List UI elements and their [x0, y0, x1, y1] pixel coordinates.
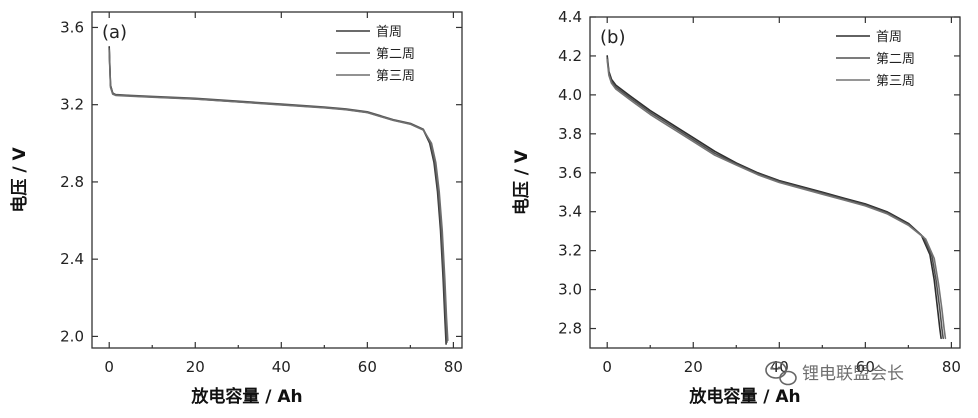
x-tick-label: 60 — [856, 358, 875, 376]
y-tick-label: 2.0 — [60, 327, 84, 345]
x-tick-label: 40 — [272, 358, 291, 376]
y-tick-label: 3.4 — [558, 203, 582, 221]
y-tick-label: 4.0 — [558, 86, 582, 104]
chart-panel-b: 0204060802.83.03.23.43.63.84.04.24.4放电容量… — [511, 8, 961, 407]
legend-label: 首周 — [876, 30, 902, 45]
y-tick-label: 3.0 — [558, 281, 582, 299]
y-tick-label: 2.8 — [60, 173, 84, 191]
y-tick-label: 2.4 — [60, 250, 84, 268]
x-tick-label: 0 — [602, 358, 612, 376]
legend-label: 第二周 — [876, 52, 915, 67]
x-tick-label: 20 — [186, 358, 205, 376]
x-tick-label: 60 — [358, 358, 377, 376]
x-axis-title: 放电容量 / Ah — [688, 386, 800, 407]
y-axis-title: 电压 / V — [511, 149, 532, 215]
y-tick-label: 4.2 — [558, 47, 582, 65]
watermark-text: 锂电联盟会长 — [802, 364, 904, 384]
series-line-3 — [108, 49, 449, 342]
y-tick-label: 3.8 — [558, 125, 582, 143]
y-tick-label: 3.6 — [558, 164, 582, 182]
legend-label: 第二周 — [376, 47, 415, 62]
plot-frame — [589, 16, 961, 349]
legend-label: 第三周 — [876, 74, 915, 89]
x-tick-label: 80 — [444, 358, 463, 376]
panel-label: (a) — [102, 22, 127, 43]
y-axis-title: 电压 / V — [9, 147, 30, 213]
y-tick-label: 3.2 — [558, 242, 582, 260]
series-line-1 — [606, 55, 942, 340]
watermark: 锂电联盟会长 — [765, 361, 904, 386]
wechat-icon — [765, 361, 797, 386]
y-tick-label: 3.6 — [60, 18, 84, 36]
chart-panel-a: 0 20 40 60 80 2.0 2.4 2.8 3.2 3.6 放电容量 / Ah 电压 / V (… — [9, 11, 463, 407]
panel-label: (b) — [600, 27, 625, 48]
series-line-1 — [108, 46, 447, 345]
y-tick-label: 4.4 — [558, 8, 582, 26]
series-line-3 — [606, 59, 947, 340]
series-line-2 — [606, 57, 944, 340]
series-line-2 — [108, 47, 448, 343]
x-tick-label: 0 — [104, 358, 114, 376]
x-axis-title: 放电容量 / Ah — [190, 386, 302, 407]
y-tick-label: 3.2 — [60, 96, 84, 114]
plot-frame — [91, 11, 463, 349]
x-tick-label: 80 — [942, 358, 961, 376]
legend-label: 第三周 — [376, 69, 415, 84]
y-tick-label: 2.8 — [558, 320, 582, 338]
legend-label: 首周 — [376, 25, 402, 40]
x-tick-label: 20 — [684, 358, 703, 376]
